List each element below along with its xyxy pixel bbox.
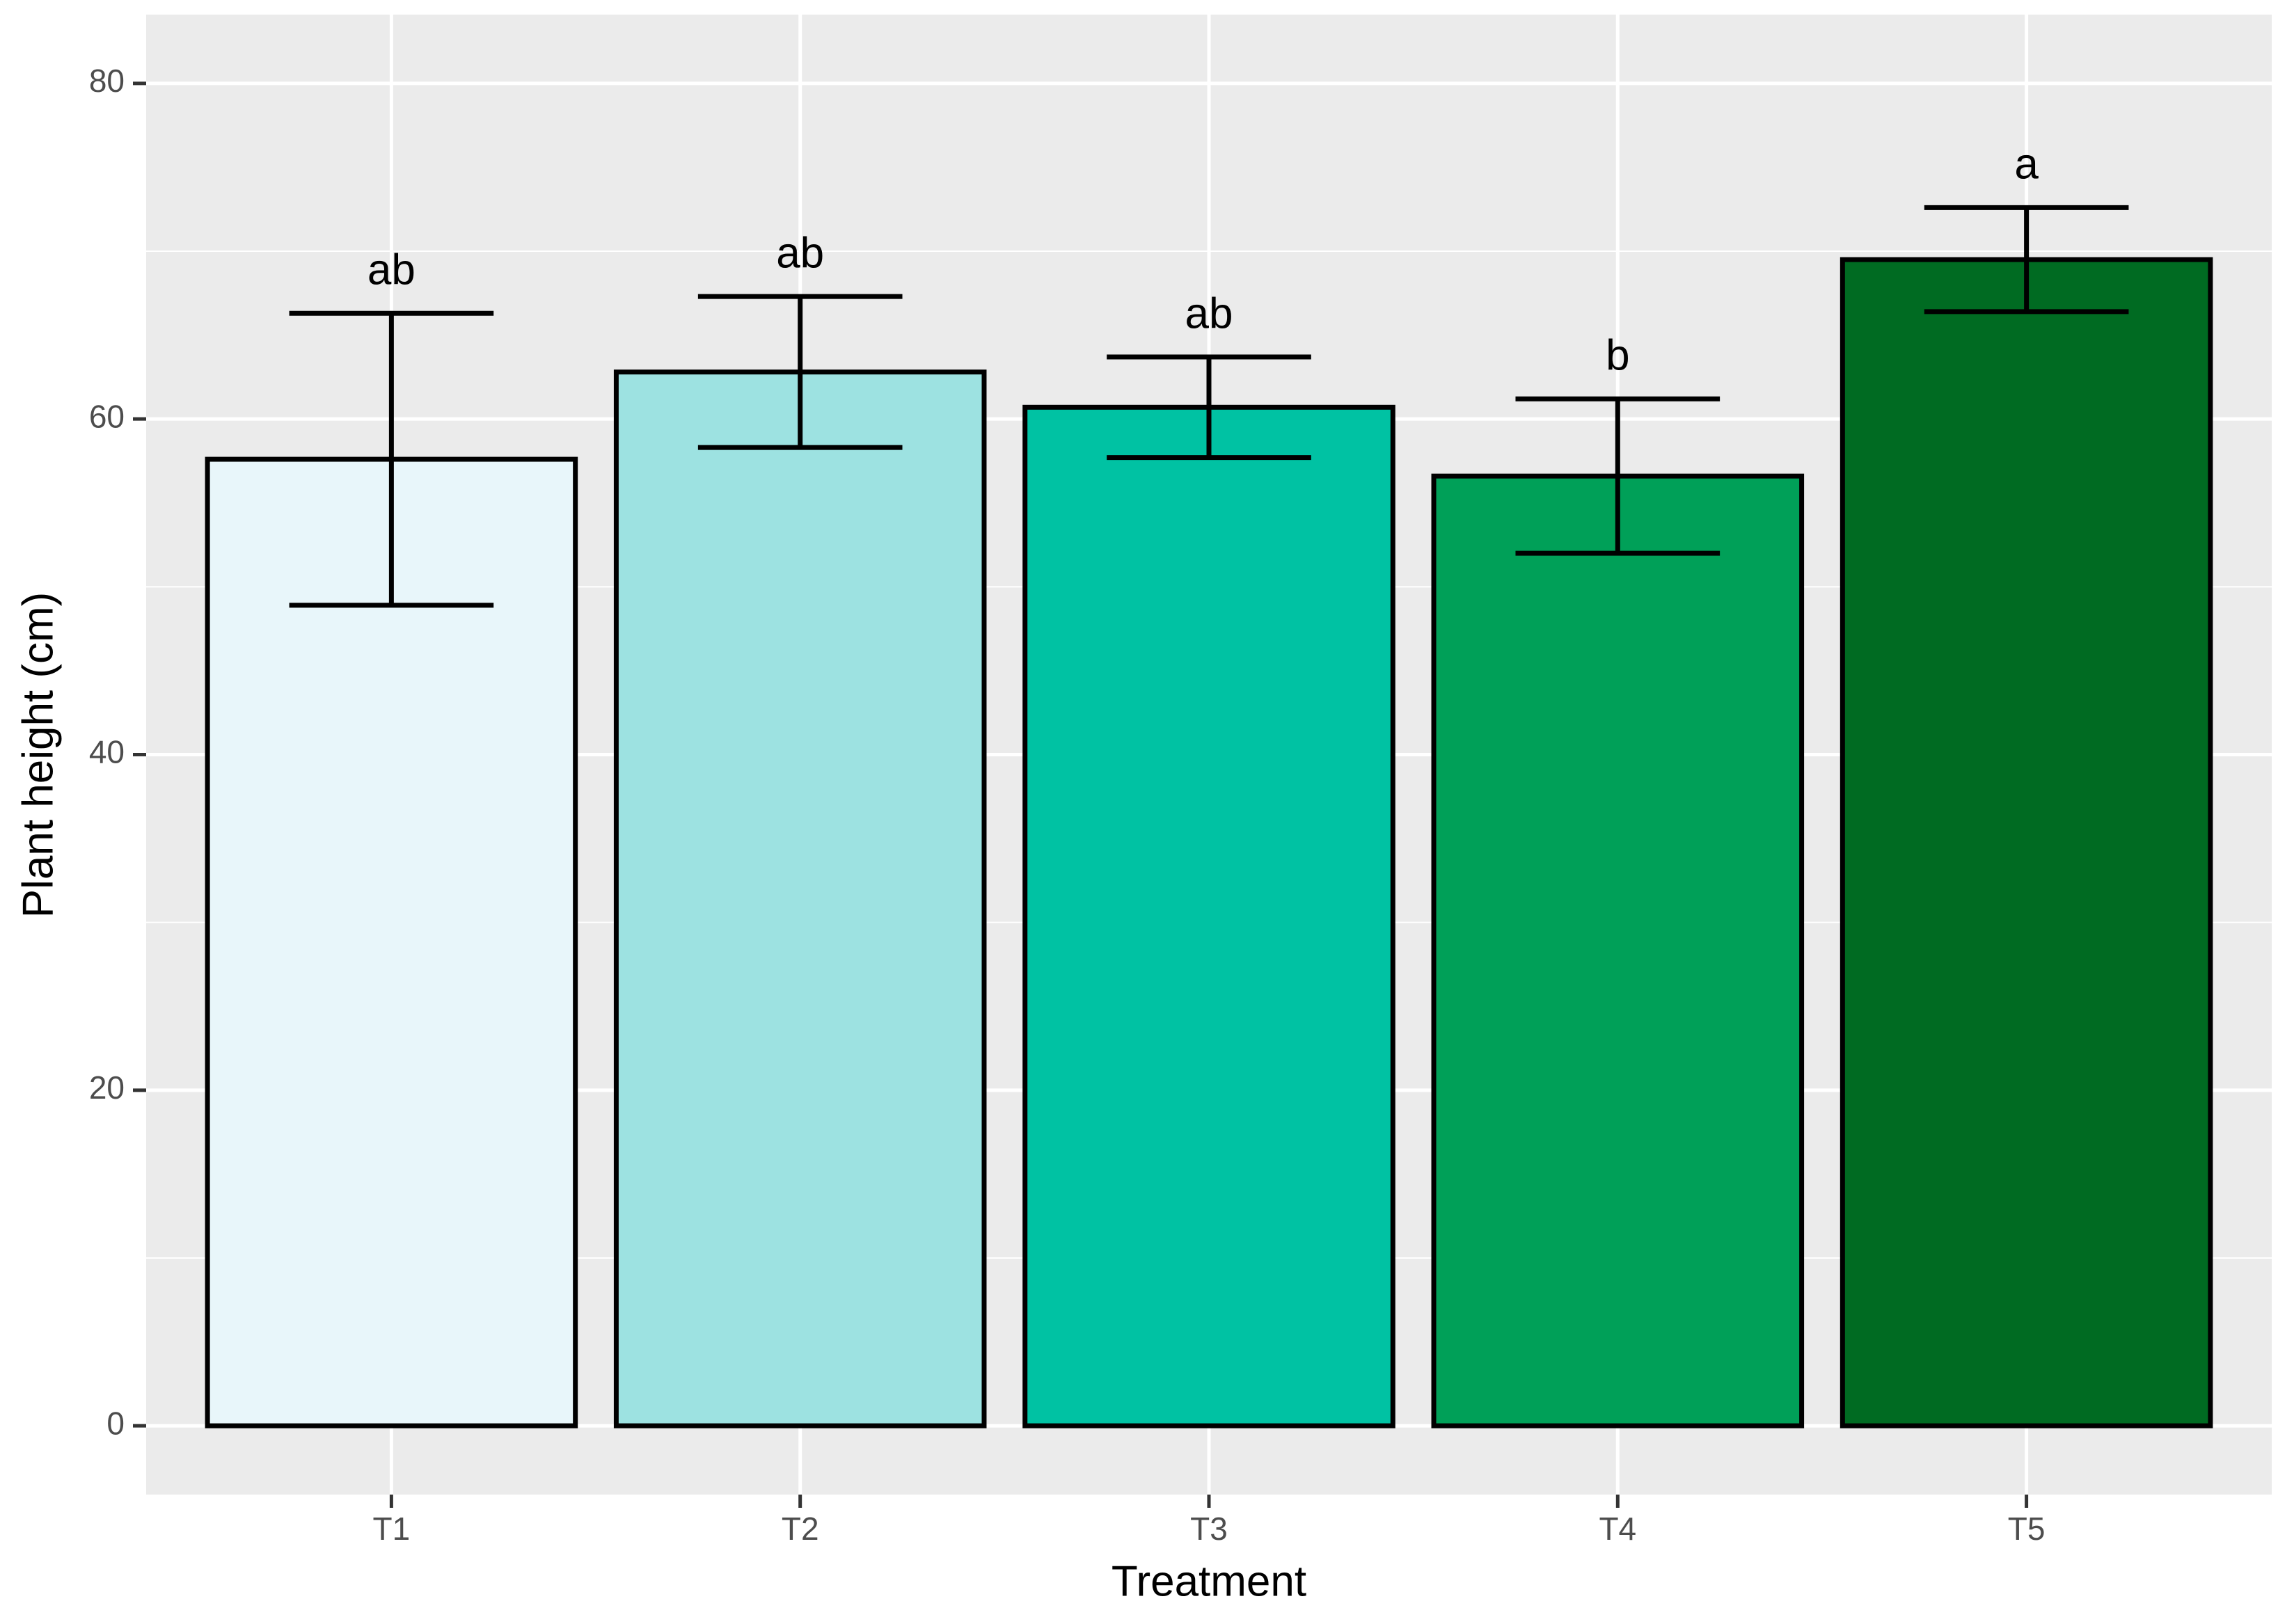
x-tick-label: T1 bbox=[373, 1511, 411, 1547]
x-tick-label: T2 bbox=[782, 1511, 819, 1547]
error-bar bbox=[697, 294, 903, 450]
bar bbox=[1022, 404, 1395, 1428]
significance-letter: ab bbox=[1185, 289, 1233, 337]
error-bar bbox=[1924, 205, 2129, 315]
y-tick-label: 40 bbox=[89, 734, 125, 770]
bar bbox=[1840, 257, 2213, 1428]
y-tick-label: 20 bbox=[89, 1069, 125, 1106]
significance-letter: a bbox=[2014, 141, 2039, 189]
x-axis-title: Treatment bbox=[1112, 1557, 1306, 1605]
y-tick-label: 80 bbox=[89, 63, 125, 99]
x-tick-label: T3 bbox=[1190, 1511, 1228, 1547]
error-bar bbox=[289, 310, 494, 608]
error-bar bbox=[1515, 396, 1721, 556]
significance-letter: ab bbox=[367, 246, 416, 294]
y-axis-title: Plant height (cm) bbox=[14, 592, 62, 918]
significance-letter: b bbox=[1606, 332, 1629, 380]
y-tick-label: 60 bbox=[89, 398, 125, 434]
bar bbox=[1431, 473, 1805, 1428]
error-bar bbox=[1107, 354, 1311, 461]
bar bbox=[205, 456, 578, 1428]
x-tick-label: T4 bbox=[1599, 1511, 1636, 1547]
y-tick-label: 0 bbox=[106, 1405, 125, 1441]
bar bbox=[613, 369, 987, 1428]
x-tick-label: T5 bbox=[2008, 1511, 2046, 1547]
significance-letter: ab bbox=[776, 230, 824, 278]
